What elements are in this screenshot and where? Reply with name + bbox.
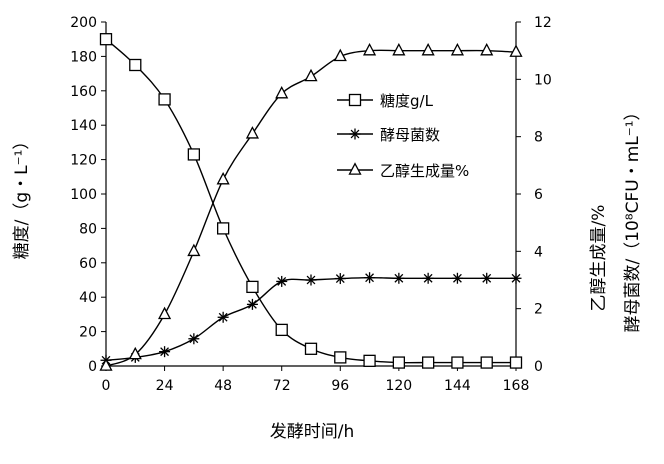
legend-label: 糖度g/L [380, 92, 434, 110]
y-left-tick-label: 120 [70, 153, 97, 169]
x-tick-label: 144 [444, 378, 471, 394]
data-point-triangle [480, 42, 494, 56]
y-left-tick-label: 40 [79, 290, 97, 306]
x-tick-label: 72 [273, 378, 291, 394]
data-point-star [305, 274, 317, 286]
data-point-star [334, 273, 346, 285]
legend-marker-square [348, 93, 362, 107]
x-tick-label: 48 [214, 378, 232, 394]
y-right-tick-label: 2 [534, 302, 543, 318]
data-point-triangle [128, 346, 142, 360]
data-point-triangle [421, 42, 435, 56]
data-point-square [275, 323, 288, 337]
data-point-star [159, 346, 171, 358]
y-right-tick-label: 8 [534, 130, 543, 146]
data-point-star [217, 311, 229, 323]
x-tick-label: 120 [385, 378, 412, 394]
y-axis-left-label: 糖度/（g・L⁻¹） [12, 133, 32, 260]
legend-marker-star [349, 128, 361, 140]
data-point-square [99, 33, 113, 46]
y-left-tick-label: 160 [70, 84, 97, 100]
x-tick-label: 24 [156, 378, 174, 394]
data-point-star [451, 272, 463, 284]
data-point-triangle [304, 68, 318, 82]
data-point-triangle [157, 306, 172, 320]
legend-label: 酵母菌数 [380, 126, 440, 144]
data-point-star [276, 275, 288, 287]
data-point-star [188, 333, 200, 345]
y-right-tick-label: 4 [534, 244, 543, 260]
data-point-square [158, 93, 171, 106]
data-point-star [510, 272, 522, 284]
data-point-triangle [187, 243, 201, 257]
data-point-square [187, 148, 201, 161]
x-tick-label: 168 [503, 378, 530, 394]
y-axis-right-inner-label: 乙醇生成量/% [589, 205, 609, 312]
data-point-triangle [99, 358, 113, 371]
y-right-tick-label: 10 [534, 72, 552, 88]
data-point-star [481, 272, 493, 284]
legend-label: 乙醇生成量% [380, 162, 469, 180]
y-left-tick-label: 20 [79, 325, 97, 341]
x-tick-label: 96 [331, 378, 349, 394]
data-point-square [246, 280, 259, 294]
data-point-square [216, 222, 230, 235]
y-left-tick-label: 0 [88, 359, 97, 375]
y-left-tick-label: 140 [70, 118, 97, 134]
y-right-tick-label: 6 [534, 187, 543, 203]
data-point-triangle [216, 171, 230, 185]
data-point-square [480, 356, 493, 369]
y-right-tick-label: 12 [534, 15, 552, 31]
data-point-triangle [245, 126, 260, 139]
data-point-square [129, 58, 142, 72]
y-left-tick-label: 100 [70, 187, 97, 203]
axes: 0 24 48 72 96 120 144 1680204060801001201401601… [70, 15, 552, 394]
data-point-triangle [362, 42, 377, 56]
data-point-square [363, 354, 376, 367]
y-left-tick-label: 180 [70, 49, 97, 65]
data-point-triangle [509, 44, 523, 57]
series-layer [99, 33, 523, 371]
data-point-triangle [450, 42, 465, 56]
series-triangle [99, 42, 523, 371]
y-left-tick-label: 200 [70, 15, 97, 31]
data-point-square [451, 356, 464, 369]
series-square [99, 33, 523, 369]
data-point-square [421, 356, 435, 369]
data-point-star [393, 272, 405, 284]
data-point-triangle [275, 85, 289, 99]
x-tick-label: 0 [102, 378, 111, 394]
y-left-tick-label: 60 [79, 256, 97, 272]
series-star [100, 272, 522, 366]
y-axis-right-outer-label: 酵母菌数/（10⁸CFU・mL⁻¹） [623, 103, 643, 332]
data-point-square [334, 351, 347, 364]
legend-marker-triangle [348, 162, 362, 175]
data-point-star [422, 272, 434, 284]
x-axis-label: 发酵时间/h [270, 422, 355, 442]
data-point-square [392, 356, 406, 369]
data-point-star [246, 298, 258, 310]
y-right-tick-label: 0 [534, 359, 543, 375]
y-left-tick-label: 80 [79, 221, 97, 237]
data-point-triangle [333, 48, 347, 62]
data-point-triangle [392, 42, 406, 56]
data-point-square [509, 356, 523, 369]
data-point-square [304, 342, 318, 355]
data-point-star [364, 272, 376, 284]
